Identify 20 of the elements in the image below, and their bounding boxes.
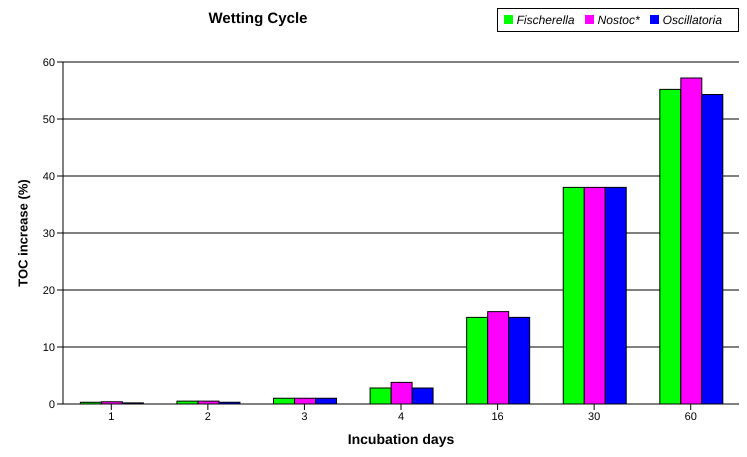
chart-title: Wetting Cycle (208, 10, 308, 27)
x-tick-label: 1 (108, 410, 114, 423)
y-tick-label: 50 (42, 114, 55, 126)
y-tick-label: 0 (48, 398, 55, 411)
y-tick-label: 40 (42, 170, 55, 183)
y-tick-label: 60 (42, 56, 55, 69)
x-tick-label: 30 (588, 410, 600, 423)
legend-label: Oscillatoria (662, 13, 722, 27)
legend-label: Fischerella (516, 13, 575, 27)
x-tick-label: 3 (301, 410, 308, 423)
x-tick-label: 60 (684, 410, 697, 423)
x-tick-label: 4 (398, 410, 404, 423)
y-tick-label: 20 (42, 284, 55, 297)
x-tick-label: 2 (204, 410, 211, 423)
legend-label: Nostoc* (598, 13, 640, 27)
x-axis-title: Incubation days (348, 431, 454, 447)
y-tick-label: 10 (42, 342, 55, 354)
x-tick-label: 16 (491, 410, 504, 423)
y-axis-title: TOC increase (%) (16, 179, 31, 287)
y-tick-label: 30 (42, 228, 55, 240)
